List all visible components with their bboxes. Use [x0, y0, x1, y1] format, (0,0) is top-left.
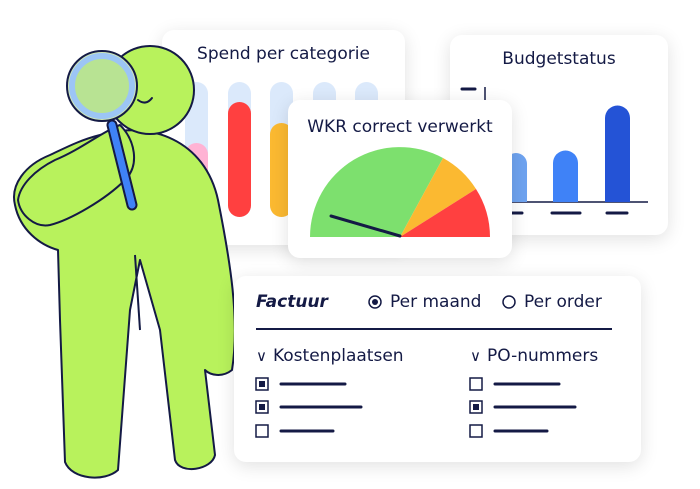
checkbox[interactable]	[255, 377, 269, 391]
checkbox[interactable]	[469, 400, 483, 414]
leg-line	[134, 254, 141, 331]
checkbox-checked-mark	[473, 404, 479, 410]
spend-card-title: Spend per categorie	[197, 44, 370, 64]
group-label: Kostenplaatsen	[272, 346, 404, 366]
checkbox-lists	[255, 377, 577, 438]
gauge-needle	[329, 214, 402, 238]
bar-blue	[553, 150, 578, 202]
radio-unselected-icon	[502, 295, 516, 309]
radio-label: Per maand	[390, 292, 482, 312]
chevron-down-icon: ∨	[470, 347, 481, 365]
checkbox[interactable]	[255, 424, 269, 438]
radio-per-maand[interactable]: Per maand	[368, 292, 481, 312]
group-kostenplaatsen-toggle[interactable]: ∨ Kostenplaatsen	[256, 346, 404, 366]
group-label: PO-nummers	[486, 346, 599, 366]
radio-selected-icon	[368, 295, 382, 309]
smile-icon	[137, 97, 153, 104]
budget-card-title: Budgetstatus	[502, 49, 616, 69]
checkbox[interactable]	[469, 377, 483, 391]
gauge-red	[400, 189, 490, 237]
gauge-green	[310, 147, 443, 237]
factuur-filter-card: Factuur Per maand Per order ∨ Kostenplaa…	[234, 276, 641, 462]
radio-per-order[interactable]: Per order	[502, 292, 602, 312]
gauge-yellow	[400, 158, 476, 237]
radio-label: Per order	[524, 292, 602, 312]
magnifier-rim	[69, 53, 135, 119]
chevron-down-icon: ∨	[256, 347, 267, 365]
group-po-nummers-toggle[interactable]: ∨ PO-nummers	[470, 346, 598, 366]
wkr-gauge	[310, 147, 490, 238]
bar-dark-blue	[605, 105, 630, 202]
wkr-card-title: WKR correct verwerkt	[307, 117, 493, 137]
checkbox-checked-mark	[259, 404, 265, 410]
factuur-label: Factuur	[256, 292, 328, 312]
checkbox-checked-mark	[259, 381, 265, 387]
magnifier-handle-fill	[108, 121, 136, 209]
bar-yellow	[270, 123, 293, 217]
wkr-card: WKR correct verwerkt	[288, 100, 512, 258]
divider	[256, 328, 612, 330]
checkbox[interactable]	[255, 400, 269, 414]
checkbox[interactable]	[469, 424, 483, 438]
bar-red	[228, 102, 251, 217]
